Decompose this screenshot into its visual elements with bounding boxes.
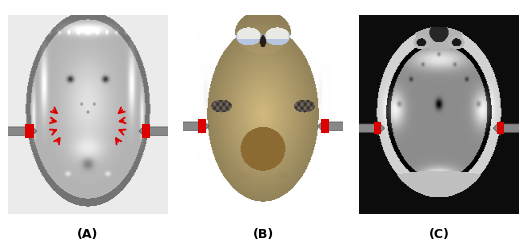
- Bar: [198, 119, 206, 133]
- FancyArrow shape: [353, 121, 385, 135]
- Text: (B): (B): [253, 228, 274, 241]
- Text: (A): (A): [77, 228, 99, 241]
- Bar: [497, 122, 504, 134]
- FancyArrow shape: [318, 119, 350, 133]
- Bar: [25, 124, 34, 138]
- FancyArrow shape: [5, 124, 37, 138]
- Bar: [142, 124, 150, 138]
- FancyArrow shape: [493, 121, 524, 135]
- FancyArrow shape: [177, 119, 209, 133]
- FancyArrow shape: [139, 124, 171, 138]
- Bar: [374, 122, 381, 134]
- Text: (C): (C): [429, 228, 449, 241]
- Bar: [321, 119, 329, 133]
